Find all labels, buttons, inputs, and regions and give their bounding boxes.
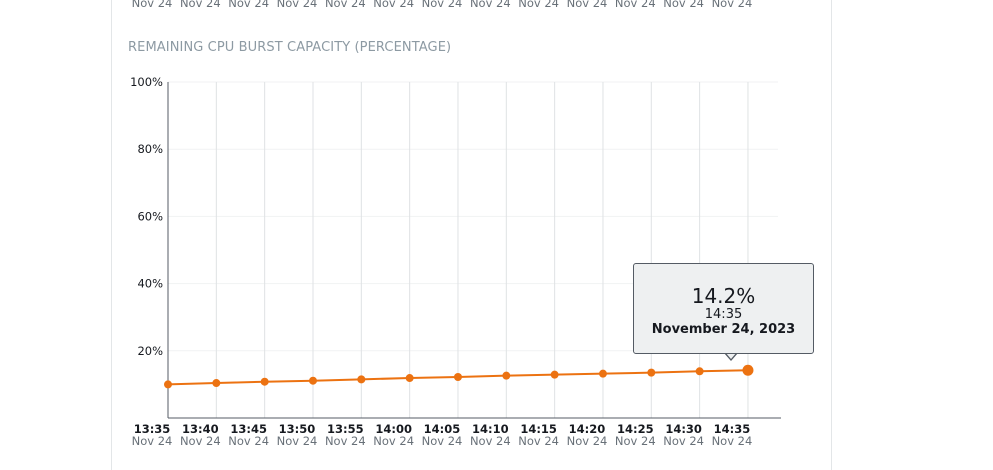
x-tick-label: 14:30 (665, 422, 702, 436)
tooltip-arrow-fill (725, 352, 737, 359)
y-tick-label: 100% (130, 75, 163, 89)
x-tick-date: Nov 24 (470, 434, 511, 448)
chart-title: REMAINING CPU BURST CAPACITY (PERCENTAGE… (128, 40, 452, 55)
previous-chart-date-label: Nov 24 (712, 0, 753, 10)
data-point (405, 374, 414, 383)
tooltip-time: 14:35 (704, 307, 743, 322)
previous-chart-date-label: Nov 24 (228, 0, 269, 10)
previous-chart-axis-dates: Nov 24 Nov 24 Nov 24 Nov 24 Nov 24 Nov 24 Nov … (132, 0, 753, 10)
y-tick-label: 60% (137, 209, 163, 223)
data-point (550, 370, 559, 379)
tooltip-date: November 24, 2023 (651, 322, 796, 337)
x-tick-label: 14:00 (375, 422, 412, 436)
data-point (357, 375, 366, 384)
previous-chart-date-label: Nov 24 (615, 0, 656, 10)
x-tick-date: Nov 24 (615, 434, 656, 448)
highlighted-data-point (742, 364, 754, 376)
data-point (647, 368, 656, 377)
previous-chart-date-label: Nov 24 (518, 0, 559, 10)
x-tick-date: Nov 24 (518, 434, 559, 448)
x-tick-label: 14:05 (424, 422, 461, 436)
previous-chart-date-label: Nov 24 (325, 0, 366, 10)
data-point (598, 369, 607, 378)
x-tick-label: 13:55 (327, 422, 364, 436)
previous-chart-date-label: Nov 24 (277, 0, 318, 10)
x-tick-date: Nov 24 (663, 434, 704, 448)
x-tick-label: 13:50 (279, 422, 316, 436)
previous-chart-date-label: Nov 24 (373, 0, 414, 10)
data-point (212, 379, 221, 388)
data-point (502, 371, 511, 380)
x-tick-label: 13:45 (230, 422, 267, 436)
previous-chart-date-label: Nov 24 (567, 0, 608, 10)
x-tick-date: Nov 24 (567, 434, 608, 448)
data-point (164, 380, 172, 389)
y-tick-label: 20% (137, 344, 163, 358)
chart-panel (111, 0, 832, 470)
data-point (453, 373, 462, 382)
data-point (695, 367, 704, 376)
previous-chart-date-label: Nov 24 (470, 0, 511, 10)
previous-chart-date-label: Nov 24 (132, 0, 173, 10)
data-point (260, 377, 269, 386)
x-tick-label: 14:10 (472, 422, 509, 436)
x-tick-date: Nov 24 (132, 434, 173, 448)
x-tick-label: 14:15 (520, 422, 557, 436)
y-tick-label: 40% (137, 277, 163, 291)
x-tick-label: 14:25 (617, 422, 654, 436)
x-tick-label: 14:20 (569, 422, 606, 436)
x-tick-date: Nov 24 (373, 434, 414, 448)
previous-chart-date-label: Nov 24 (663, 0, 704, 10)
x-tick-label: 13:40 (182, 422, 219, 436)
previous-chart-date-label: Nov 24 (422, 0, 463, 10)
x-tick-date: Nov 24 (422, 434, 463, 448)
x-tick-label: 13:35 (134, 422, 171, 436)
x-tick-label: 14:35 (714, 422, 751, 436)
x-tick-date: Nov 24 (712, 434, 753, 448)
x-tick-date: Nov 24 (180, 434, 221, 448)
data-point (308, 376, 317, 385)
tooltip-value: 14.2% (691, 284, 756, 308)
previous-chart-date-label: Nov 24 (180, 0, 221, 10)
x-tick-date: Nov 24 (228, 434, 269, 448)
data-point-tooltip: 14.2% 14:35 November 24, 2023 (633, 263, 814, 354)
y-tick-label: 80% (137, 142, 163, 156)
x-tick-date: Nov 24 (277, 434, 318, 448)
x-tick-date: Nov 24 (325, 434, 366, 448)
